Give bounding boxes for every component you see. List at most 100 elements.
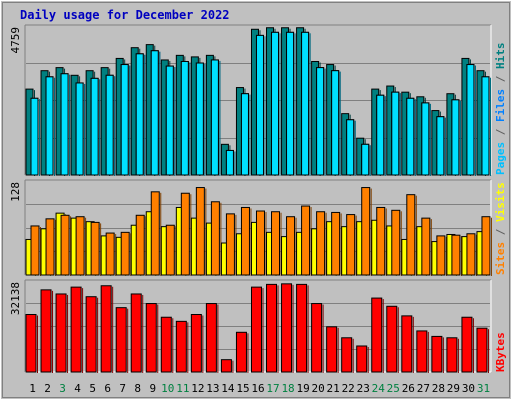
bar-sites <box>301 205 311 276</box>
bar-pages <box>316 67 325 176</box>
bar-pages <box>45 76 54 176</box>
bar-sites <box>165 224 175 276</box>
day-label: 28 <box>432 382 445 395</box>
day-label: 27 <box>417 382 430 395</box>
y-max-tick-0: 4759 <box>9 27 22 54</box>
bar-kbytes <box>266 283 278 373</box>
bar-kbytes <box>296 283 308 373</box>
bar-pages <box>240 93 249 176</box>
bar-kbytes <box>70 286 82 373</box>
day-label: 1 <box>29 382 36 395</box>
bar-sites <box>421 217 431 276</box>
bar-pages <box>90 77 99 176</box>
bar-pages <box>180 60 189 176</box>
day-label: 31 <box>477 382 490 395</box>
bar-sites <box>45 218 55 276</box>
bar-pages <box>225 149 234 176</box>
bar-kbytes <box>341 337 353 373</box>
bar-kbytes <box>311 303 323 373</box>
bar-kbytes <box>401 315 413 373</box>
day-label: 30 <box>462 382 475 395</box>
day-label: 8 <box>134 382 141 395</box>
bar-pages <box>331 70 340 176</box>
bar-pages <box>150 50 159 176</box>
bar-kbytes <box>431 335 443 373</box>
day-label: 17 <box>266 382 279 395</box>
legend-label: Pages <box>494 142 507 175</box>
legend-label: KBytes <box>494 332 507 372</box>
bar-sites <box>331 211 341 276</box>
day-label: 14 <box>221 382 235 395</box>
bar-kbytes <box>100 285 112 373</box>
bar-kbytes <box>175 320 187 373</box>
legend-label: Sites <box>494 242 507 275</box>
day-label: 10 <box>161 382 174 395</box>
day-label: 15 <box>236 382 249 395</box>
bar-sites <box>75 216 85 276</box>
bar-kbytes <box>326 326 338 373</box>
legend-label: Files <box>494 89 507 122</box>
bar-kbytes <box>446 337 458 373</box>
day-label: 3 <box>59 382 66 395</box>
bar-sites <box>30 225 40 276</box>
bar-sites <box>210 201 220 276</box>
bar-pages <box>361 143 370 176</box>
bar-sites <box>255 210 265 276</box>
bar-pages <box>436 116 445 176</box>
bar-pages <box>210 59 219 176</box>
bar-sites <box>406 194 416 276</box>
bar-kbytes <box>115 307 127 373</box>
bar-pages <box>301 31 310 176</box>
bar-kbytes <box>371 297 383 373</box>
bar-pages <box>451 99 460 176</box>
bar-kbytes <box>205 303 217 373</box>
day-label: 29 <box>447 382 460 395</box>
day-label: 13 <box>206 382 219 395</box>
bar-pages <box>195 62 204 176</box>
bar-pages <box>120 64 129 176</box>
bar-kbytes <box>281 283 293 373</box>
bar-pages <box>481 76 490 176</box>
bar-sites <box>90 221 100 276</box>
bar-pages <box>60 73 69 176</box>
series-legend-1: Sites / Visits <box>494 182 507 275</box>
bar-sites <box>180 192 190 276</box>
bar-pages <box>376 94 385 176</box>
bar-kbytes <box>190 313 202 373</box>
bar-kbytes <box>416 330 428 373</box>
day-label: 26 <box>402 382 415 395</box>
day-label: 21 <box>327 382 340 395</box>
bar-sites <box>105 232 115 276</box>
bar-pages <box>75 82 84 176</box>
bar-kbytes <box>145 303 157 373</box>
day-label: 16 <box>251 382 264 395</box>
bar-pages <box>255 34 264 176</box>
bar-sites <box>225 213 235 276</box>
bar-pages <box>135 53 144 176</box>
bar-sites <box>481 216 491 276</box>
bar-sites <box>286 216 296 276</box>
bar-pages <box>30 97 39 176</box>
bar-pages <box>406 97 415 176</box>
bar-sites <box>271 211 281 276</box>
legend-label: / <box>494 122 507 142</box>
bar-sites <box>451 234 461 276</box>
bar-pages <box>165 65 174 176</box>
bar-sites <box>240 206 250 276</box>
bar-kbytes <box>386 305 398 373</box>
bar-pages <box>105 74 114 176</box>
bar-pages <box>286 31 295 176</box>
day-label: 7 <box>119 382 126 395</box>
bar-kbytes <box>40 289 52 373</box>
bar-sites <box>135 214 145 276</box>
legend-label: Hits <box>494 43 507 70</box>
bar-pages <box>421 102 430 176</box>
bar-sites <box>361 187 371 276</box>
bar-pages <box>346 119 355 176</box>
bar-kbytes <box>130 293 142 373</box>
day-label: 12 <box>191 382 204 395</box>
legend-label: / <box>494 69 507 89</box>
